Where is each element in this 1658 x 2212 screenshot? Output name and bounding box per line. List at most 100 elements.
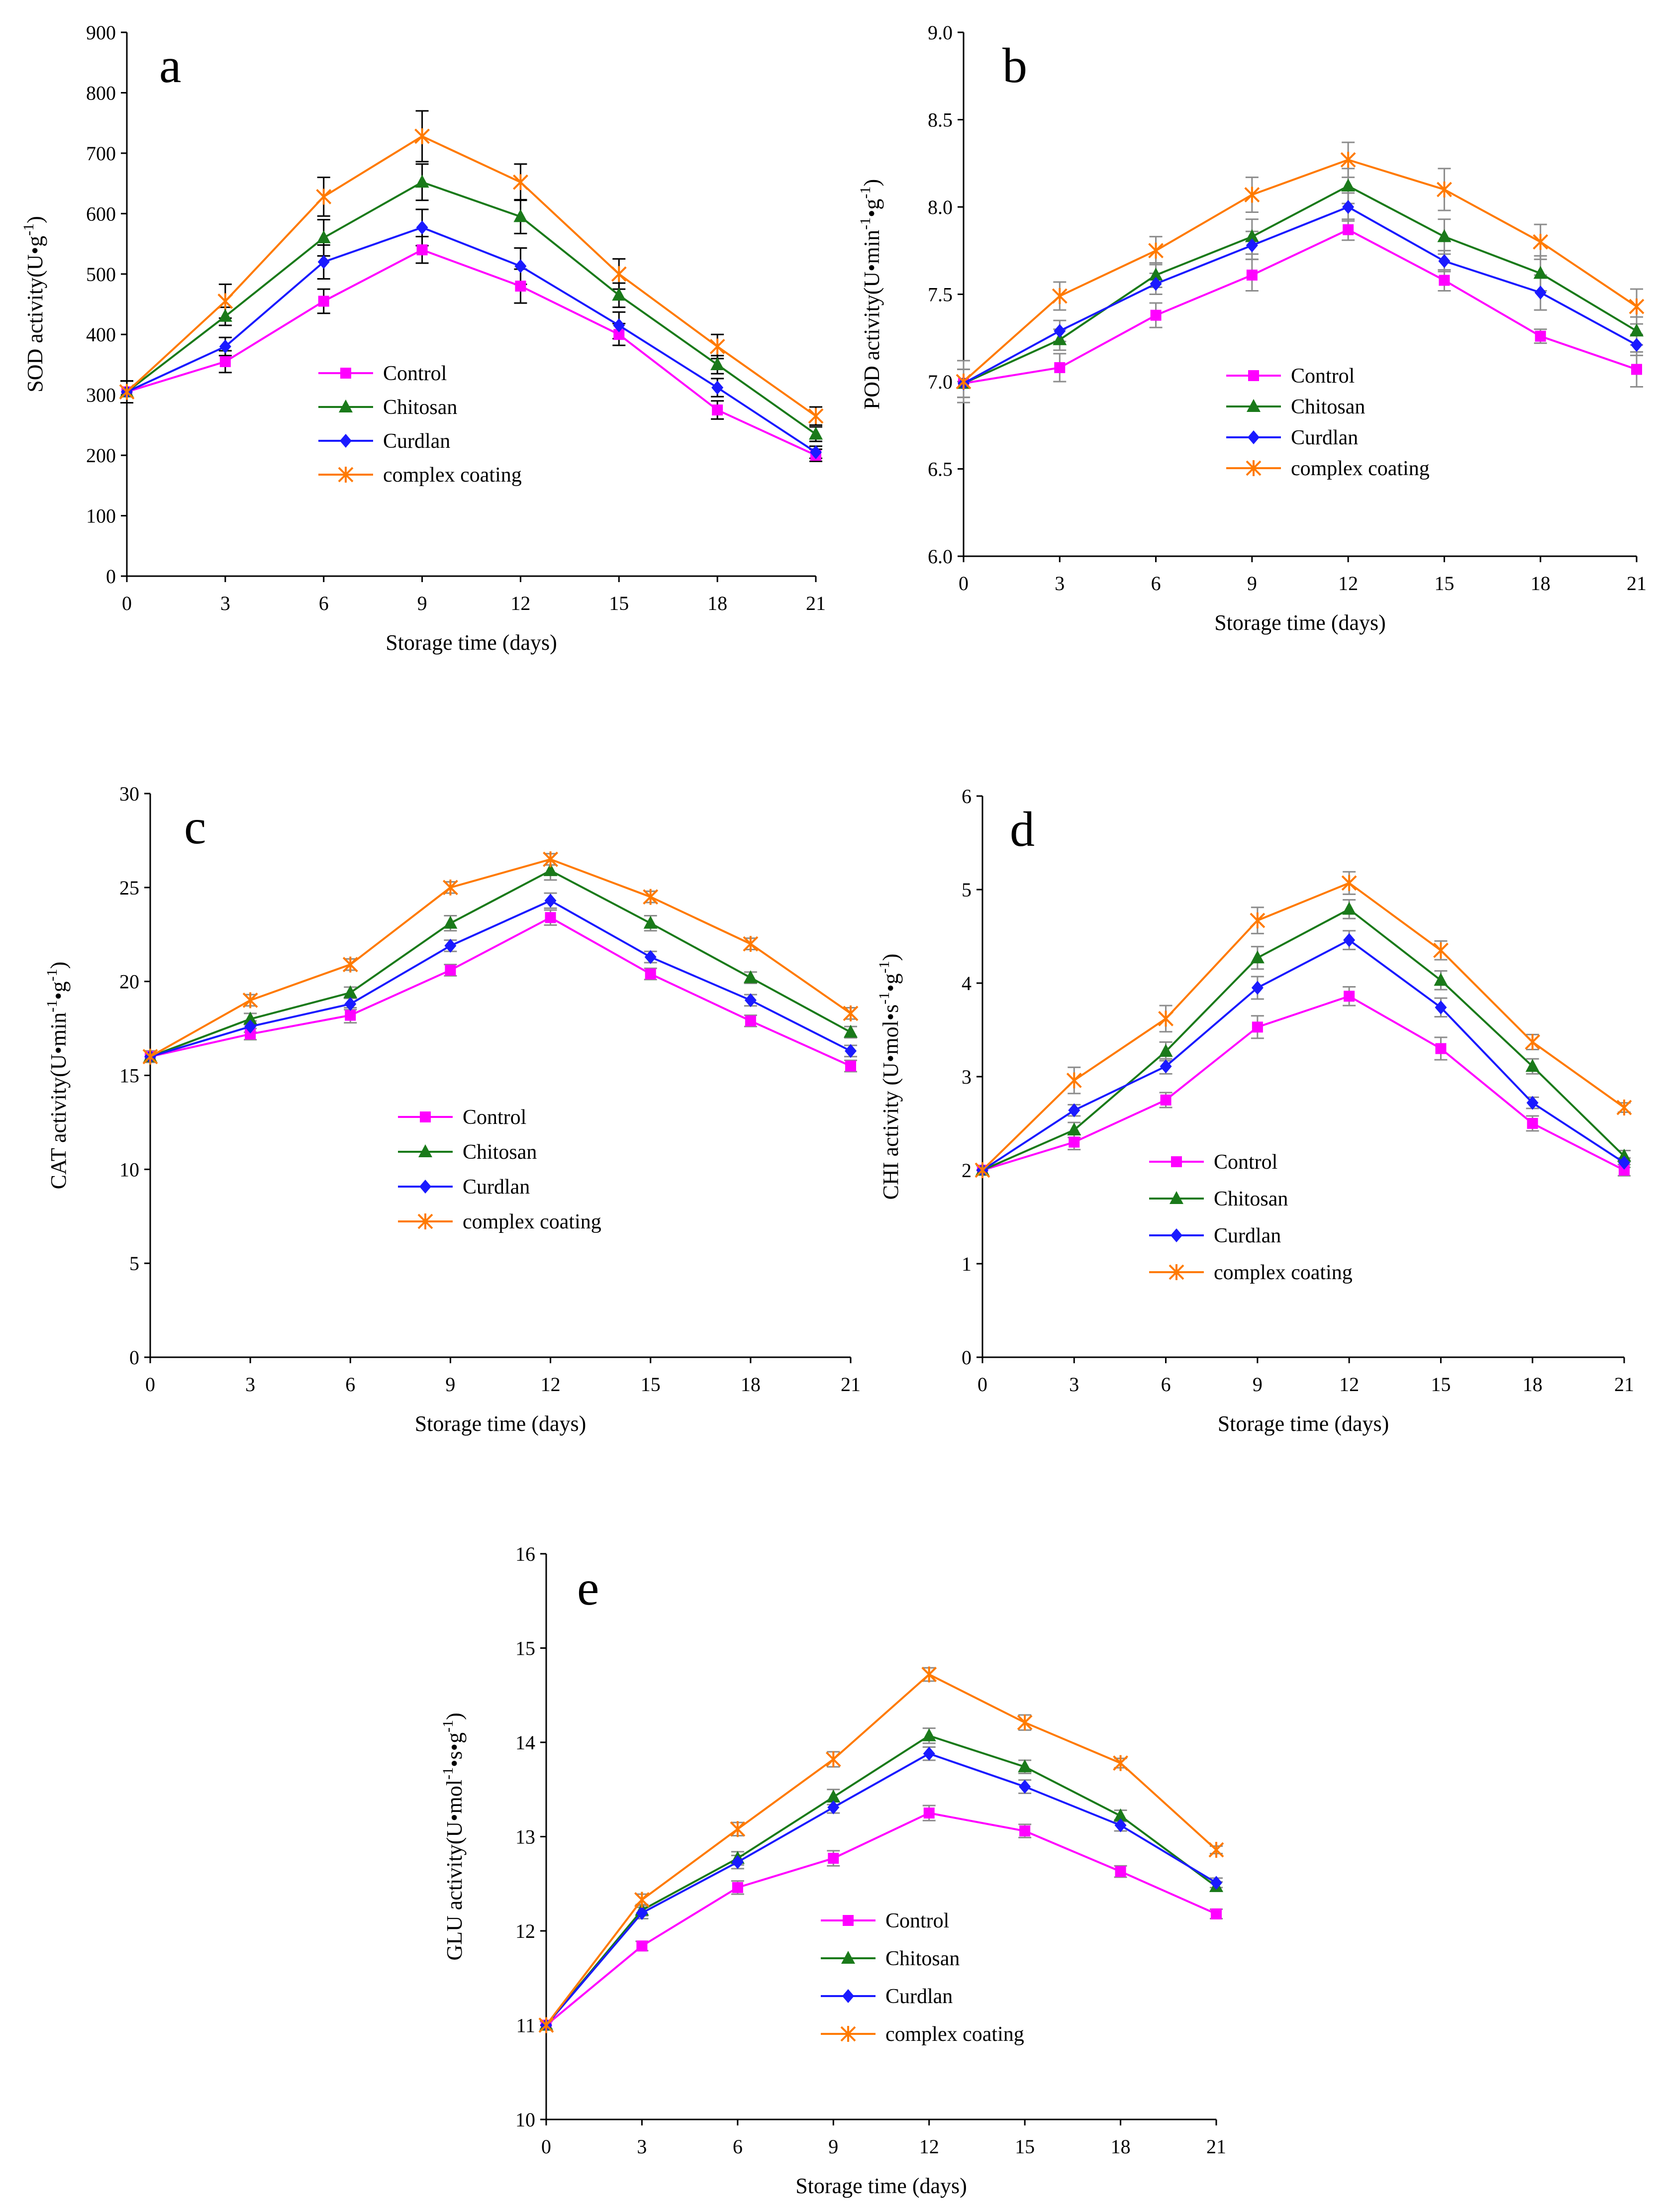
data-point bbox=[318, 296, 329, 307]
x-tick-label: 21 bbox=[1206, 2135, 1226, 2158]
x-tick-label: 15 bbox=[1015, 2135, 1035, 2158]
chart-panel-a: 0 100 200 300 400 500 600 700 800 900 0 3 6 9 12 15 18 21… bbox=[20, 21, 826, 655]
data-point bbox=[1616, 1100, 1632, 1116]
x-tick-label: 0 bbox=[122, 592, 132, 614]
x-tick-label: 3 bbox=[245, 1373, 255, 1396]
legend-marker bbox=[843, 1915, 854, 1926]
y-tick-label: 0 bbox=[106, 565, 116, 588]
x-tick-label: 6 bbox=[345, 1373, 355, 1396]
chart-panel-b: 6.0 6.5 7.0 7.5 8.0 8.5 9.0 0 3 6 9 12 15 18 21 Storage… bbox=[857, 21, 1647, 635]
data-point bbox=[342, 956, 358, 973]
legend-marker bbox=[840, 2026, 856, 2042]
data-point bbox=[743, 936, 759, 952]
legend-label: Control bbox=[463, 1106, 526, 1129]
x-axis-label: Storage time (days) bbox=[415, 1411, 586, 1436]
data-point bbox=[827, 1800, 840, 1814]
x-tick-label: 0 bbox=[959, 572, 969, 595]
legend-item: Control bbox=[398, 1106, 526, 1129]
y-axis-label-part: -1 bbox=[440, 1767, 456, 1780]
data-point bbox=[711, 381, 724, 395]
data-point bbox=[732, 1882, 743, 1893]
data-point bbox=[1344, 991, 1355, 1002]
y-tick-label: 1 bbox=[962, 1253, 972, 1275]
y-axis-label: CAT activity(U•min-1•g-1) bbox=[44, 962, 71, 1190]
series-line-curdlan bbox=[150, 900, 851, 1058]
x-tick-label: 18 bbox=[1531, 572, 1551, 595]
data-point bbox=[219, 356, 231, 367]
y-axis-label-part: -1 bbox=[440, 1720, 456, 1732]
data-point bbox=[1017, 1714, 1033, 1731]
data-point bbox=[731, 1855, 744, 1869]
legend-marker bbox=[1248, 430, 1260, 444]
legend-marker bbox=[1170, 1191, 1183, 1204]
data-point bbox=[809, 426, 823, 440]
y-axis-label-part: -1 bbox=[44, 969, 60, 981]
y-axis-label-part: -1 bbox=[44, 1000, 60, 1012]
x-tick-label: 6 bbox=[319, 592, 329, 614]
y-axis-label-part: CHI activity (U•mol•s bbox=[878, 1005, 903, 1200]
data-point bbox=[515, 281, 526, 292]
y-tick-label: 0 bbox=[962, 1346, 972, 1369]
y-axis-label-part: •g bbox=[878, 973, 903, 992]
data-point bbox=[415, 175, 429, 188]
x-tick-label: 6 bbox=[1161, 1373, 1171, 1396]
legend-marker bbox=[419, 1180, 431, 1194]
data-point bbox=[1250, 950, 1265, 964]
legend-marker bbox=[841, 1951, 855, 1964]
y-tick-label: 5 bbox=[129, 1252, 139, 1275]
y-axis-label-part: -1 bbox=[857, 186, 874, 199]
series-line-chitosan bbox=[963, 185, 1638, 385]
series-line-complex-coating bbox=[981, 882, 1625, 1171]
legend-item: complex coating bbox=[821, 2023, 1024, 2046]
legend-marker bbox=[340, 434, 352, 448]
data-point bbox=[316, 189, 332, 205]
data-point bbox=[956, 374, 972, 390]
y-tick-label: 7.0 bbox=[928, 371, 953, 393]
x-tick-label: 3 bbox=[1069, 1373, 1079, 1396]
data-point bbox=[1246, 238, 1258, 253]
data-point bbox=[643, 915, 658, 929]
data-point bbox=[445, 965, 456, 976]
legend-label: Curdlan bbox=[1291, 426, 1358, 449]
data-point bbox=[538, 2017, 554, 2033]
y-tick-label: 9.0 bbox=[928, 21, 953, 44]
legend-marker bbox=[1170, 1228, 1182, 1242]
y-tick-label: 600 bbox=[86, 202, 116, 225]
legend-label: complex coating bbox=[1291, 457, 1430, 480]
data-point bbox=[1148, 242, 1164, 259]
legend-item: complex coating bbox=[318, 464, 522, 487]
y-tick-label: 6 bbox=[962, 785, 972, 807]
data-point bbox=[219, 339, 231, 354]
y-axis-label-part: ) bbox=[860, 179, 884, 187]
x-tick-label: 18 bbox=[707, 592, 727, 614]
data-point bbox=[242, 992, 258, 1008]
data-point bbox=[1435, 1043, 1447, 1054]
y-tick-label: 6.5 bbox=[928, 458, 953, 481]
data-point bbox=[613, 318, 625, 333]
data-point bbox=[923, 1746, 935, 1761]
data-point bbox=[444, 938, 457, 953]
legend-label: Control bbox=[885, 1910, 949, 1932]
legend-marker bbox=[1169, 1264, 1184, 1280]
data-point bbox=[544, 894, 557, 908]
x-tick-label: 9 bbox=[1247, 572, 1257, 595]
data-point bbox=[1533, 234, 1549, 250]
legend-marker bbox=[418, 1144, 432, 1157]
data-point bbox=[922, 1728, 936, 1741]
x-axis-label: Storage time (days) bbox=[1218, 1411, 1389, 1436]
legend-marker bbox=[338, 467, 354, 483]
x-tick-label: 6 bbox=[733, 2135, 743, 2158]
data-point bbox=[1527, 1118, 1538, 1129]
y-tick-label: 25 bbox=[119, 877, 139, 899]
data-point bbox=[1342, 902, 1357, 915]
data-point bbox=[844, 1024, 858, 1038]
y-axis-label-part: ) bbox=[878, 954, 903, 961]
legend-label: complex coating bbox=[885, 2023, 1024, 2046]
data-point bbox=[636, 1906, 648, 1920]
data-point bbox=[808, 408, 824, 424]
data-point bbox=[1629, 299, 1645, 315]
data-point bbox=[1069, 1136, 1080, 1148]
x-tick-label: 3 bbox=[637, 2135, 647, 2158]
